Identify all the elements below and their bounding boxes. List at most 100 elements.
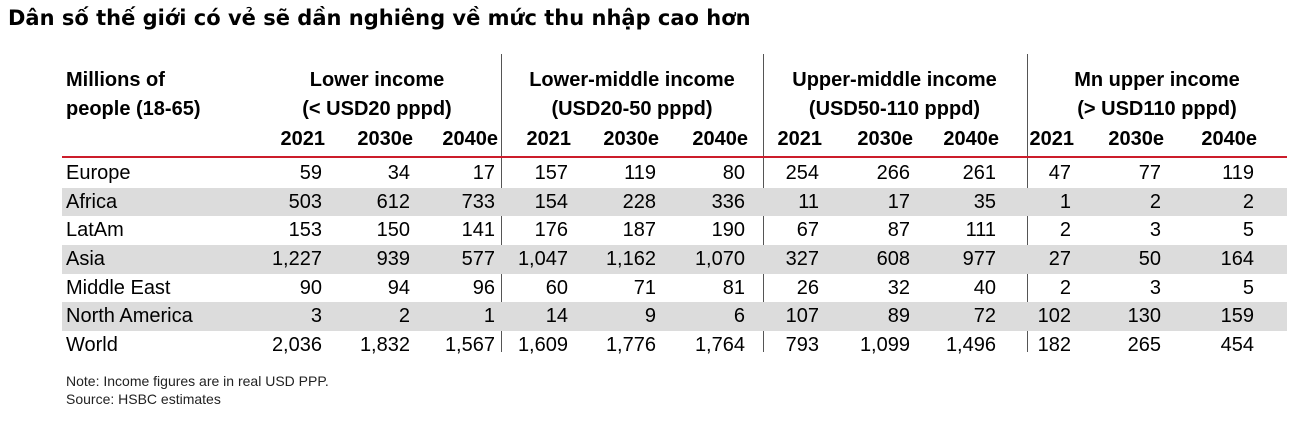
table-cell: 327 [785,247,819,270]
table-cell: 176 [534,219,568,242]
year-header: 2040e [1201,128,1257,150]
table-cell: 107 [785,305,819,328]
table-cell: 190 [711,219,745,242]
table-cell: 89 [887,305,910,328]
table-cell: 111 [965,219,996,242]
group-title: Lower income [309,69,445,91]
table-row: Middle East 90 94 96 60 71 81 26 32 40 2 3 5 [62,274,1287,303]
table-cell: 2 [1059,219,1071,242]
table-cell: 187 [622,219,656,242]
group-header-lower-middle-income: Lower-middle income (USD20-50 pppd) [502,66,762,124]
table-cell: 939 [376,247,410,270]
table-cell: 2 [398,305,410,328]
table-cell: 26 [796,276,819,299]
table-cell: 119 [1222,161,1254,184]
group-title: Mn upper income [1074,69,1240,91]
year-header: 2030e [603,128,659,150]
table-cell: 71 [633,276,656,299]
table-cell: 130 [1127,305,1161,328]
table-cell: 254 [785,161,819,184]
table-row: North America 3 2 1 14 9 6 107 89 72 102 130 159 [62,302,1287,332]
table-cell: 94 [387,276,410,299]
table-cell: 1,227 [271,247,322,270]
table-cell: 1,099 [859,333,910,356]
table-cell: 2,036 [271,333,322,356]
year-header: 2021 [526,128,572,150]
table-cell: 182 [1037,333,1071,356]
table-cell: 17 [887,190,910,213]
table-cell: 119 [624,161,656,184]
table-cell: 164 [1220,247,1254,270]
source-text: Source: HSBC estimates [66,391,221,407]
table-cell: 11 [798,190,819,213]
table-cell: 261 [962,161,996,184]
group-header-upper-middle-income: Upper-middle income (USD50-110 pppd) [762,66,1027,124]
table-row: LatAm 153 150 141 176 187 190 67 87 111 2 3 5 [62,216,1287,245]
table-cell: 157 [534,161,568,184]
table-cell: 977 [962,247,996,270]
table-cell: 3 [1149,219,1161,242]
year-header: 2021 [1029,128,1075,150]
table-cell: 3 [310,305,322,328]
table-row: World 2,036 1,832 1,567 1,609 1,776 1,764 793 1,… [62,331,1287,360]
table-cell: 793 [785,333,819,356]
group-title: Upper-middle income [792,69,997,91]
table-cell: 1,162 [605,247,656,270]
page-title: Dân số thế giới có vẻ sẽ dần nghiêng về … [8,6,751,30]
table-cell: 32 [887,276,910,299]
footnotes: Note: Income figures are in real USD PPP… [66,372,329,408]
table-cell: 6 [733,305,745,328]
income-table: Millions of people (18-65) Lower income … [62,54,1287,356]
year-header: 2030e [1108,128,1164,150]
table-cell: 159 [1220,305,1254,328]
table-cell: 5 [1242,276,1254,299]
row-label: Middle East [66,276,171,299]
table-cell: 14 [545,305,568,328]
table-cell: 153 [288,219,322,242]
table-cell: 154 [534,190,568,213]
row-header: Millions of people (18-65) [66,66,200,124]
year-header: 2030e [857,128,913,150]
table-cell: 1 [1059,190,1071,213]
table-cell: 27 [1048,247,1071,270]
group-header-upper-income: Mn upper income (> USD110 pppd) [1027,66,1287,124]
table-cell: 72 [973,305,996,328]
year-header: 2040e [692,128,748,150]
table-cell: 503 [288,190,322,213]
table-body: Europe 59 34 17 157 119 80 254 266 261 47 77 119 Afri… [62,159,1287,360]
table-cell: 50 [1138,247,1161,270]
table-cell: 1,567 [444,333,495,356]
table-cell: 150 [376,219,410,242]
table-cell: 1 [483,305,495,328]
table-row: Africa 503 612 733 154 228 336 11 17 35 1 2 2 [62,187,1287,217]
table-cell: 608 [876,247,910,270]
table-cell: 5 [1242,219,1254,242]
table-cell: 67 [796,219,819,242]
table-cell: 228 [622,190,656,213]
year-headers: 2021 2030e 2040e 2021 2030e 2040e 2021 2… [252,124,1258,154]
row-label: Africa [66,190,118,213]
table-cell: 454 [1220,333,1254,356]
table-cell: 1,832 [359,333,410,356]
table-row: Europe 59 34 17 157 119 80 254 266 261 47 77 119 [62,159,1287,188]
group-range: (> USD110 pppd) [1077,98,1237,120]
table-cell: 102 [1037,305,1071,328]
note-text: Note: Income figures are in real USD PPP… [66,373,329,389]
table-cell: 90 [299,276,322,299]
group-header-lower-income: Lower income (< USD20 pppd) [252,66,502,124]
table-cell: 1,070 [694,247,745,270]
row-label: Asia [66,247,105,270]
table-cell: 2 [1059,276,1071,299]
year-header: 2021 [777,128,823,150]
table-cell: 17 [472,161,495,184]
group-range: (USD50-110 pppd) [808,98,981,120]
table-cell: 77 [1138,161,1161,184]
table-cell: 3 [1149,276,1161,299]
header-rule [62,156,1287,158]
table-cell: 266 [876,161,910,184]
group-range: (USD20-50 pppd) [551,98,713,120]
row-label: LatAm [66,219,124,242]
table-cell: 1,047 [517,247,568,270]
row-label: World [66,333,118,356]
table-cell: 96 [472,276,495,299]
